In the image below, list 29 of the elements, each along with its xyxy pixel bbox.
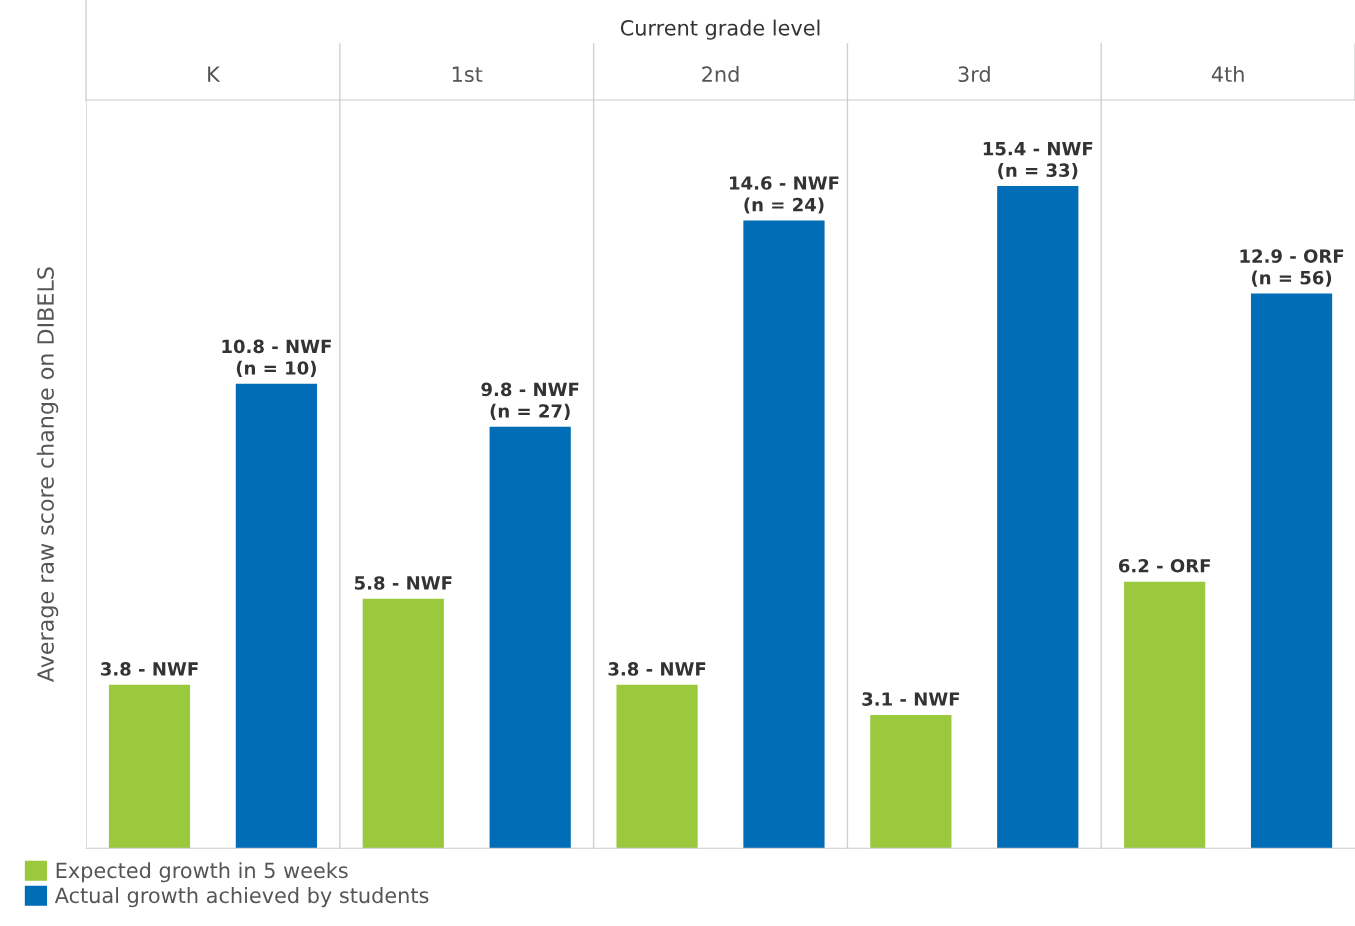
data-label: 3.8 - NWF <box>100 662 198 676</box>
x-tick-label: 3rd <box>958 65 990 83</box>
data-label: 3.8 - NWF <box>608 662 706 676</box>
data-label: 14.6 - NWF (n = 24) <box>730 176 839 214</box>
x-tick-label: 2nd <box>702 65 739 83</box>
data-label: 10.8 - NWF (n = 10) <box>222 339 331 377</box>
legend-label: Actual growth achieved by students <box>54 887 429 908</box>
x-tick-label: 1st <box>452 66 483 83</box>
data-label: 9.8 - NWF (n = 27) <box>481 382 579 420</box>
bar <box>997 186 1079 849</box>
bar <box>362 598 444 849</box>
legend-label: Expected growth in 5 weeks <box>56 862 348 883</box>
bar <box>108 684 191 849</box>
bar <box>616 684 698 849</box>
bar <box>870 714 952 849</box>
x-tick-label: 4th <box>1211 65 1244 82</box>
x-axis-title: Current grade level <box>620 19 820 40</box>
x-tick-label: K <box>208 66 221 82</box>
data-label: 6.2 - ORF <box>1118 558 1210 573</box>
data-label: 12.9 - ORF (n = 56) <box>1240 249 1344 287</box>
data-label: 3.1 - NWF <box>862 692 960 706</box>
bar <box>489 426 571 849</box>
data-label: 15.4 - NWF (n = 33) <box>983 142 1093 180</box>
bar <box>235 383 317 849</box>
bar <box>1250 293 1333 849</box>
y-axis-title: Average raw score change on DIBELS <box>36 267 59 682</box>
data-label: 5.8 - NWF <box>354 576 452 590</box>
bar <box>1124 581 1206 849</box>
bar <box>743 220 825 849</box>
